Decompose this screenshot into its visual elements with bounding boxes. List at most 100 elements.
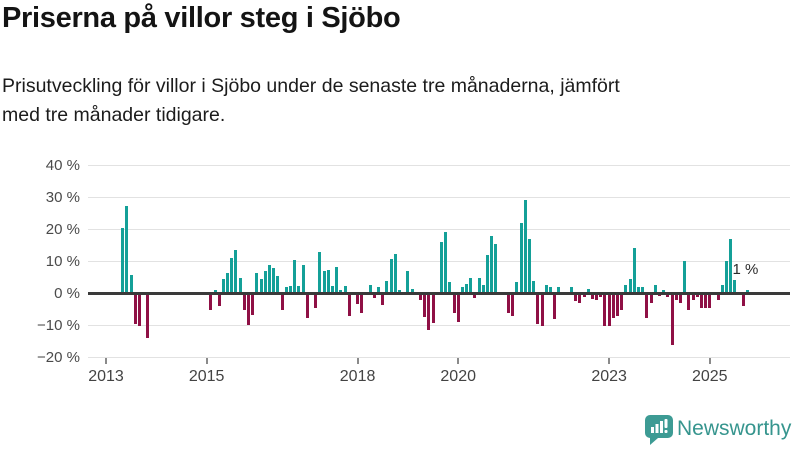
x-axis-tick-label: 2020 xyxy=(440,368,476,385)
x-axis-tick-label: 2013 xyxy=(88,368,124,385)
newsworthy-logo-icon xyxy=(644,413,674,450)
bar xyxy=(574,293,578,301)
bar xyxy=(439,241,443,294)
bar xyxy=(121,227,125,294)
bar xyxy=(247,293,251,325)
bar xyxy=(330,286,334,294)
bar xyxy=(519,222,523,294)
bar xyxy=(339,290,343,294)
bar xyxy=(666,293,670,298)
bar xyxy=(284,287,288,294)
page-title: Priserna på villor steg i Sjöbo xyxy=(2,2,401,34)
bar xyxy=(691,293,695,301)
bar xyxy=(146,293,150,339)
bar xyxy=(645,293,649,319)
bar xyxy=(653,284,657,294)
bar xyxy=(410,288,414,294)
bar xyxy=(276,276,280,294)
bar xyxy=(695,293,699,298)
bar xyxy=(628,279,632,294)
bar xyxy=(729,239,733,294)
y-axis-tick-label: 0 % xyxy=(54,284,80,302)
gridline xyxy=(88,229,790,230)
bar xyxy=(381,293,385,306)
bar xyxy=(288,286,292,294)
bar xyxy=(553,293,557,320)
bar xyxy=(368,285,372,294)
bar xyxy=(741,293,745,307)
bar xyxy=(473,293,477,298)
bar xyxy=(544,284,548,294)
bar xyxy=(477,278,481,294)
bar xyxy=(511,293,515,317)
gridline xyxy=(88,325,790,326)
bar xyxy=(423,293,427,317)
bar xyxy=(607,293,611,327)
bar xyxy=(377,286,381,294)
bar xyxy=(263,271,267,294)
bar xyxy=(456,293,460,322)
bar xyxy=(674,293,678,301)
bar xyxy=(418,293,422,301)
x-axis-tick-label: 2025 xyxy=(691,368,728,385)
gridline xyxy=(88,165,790,166)
bar xyxy=(716,293,720,301)
bar xyxy=(670,293,674,346)
bar xyxy=(448,281,452,294)
subtitle-line-2: med tre månader tidigare. xyxy=(2,104,226,126)
bar xyxy=(662,289,666,294)
x-axis-tick xyxy=(205,358,208,364)
bar xyxy=(314,293,318,308)
bar xyxy=(318,252,322,294)
x-axis-tick xyxy=(356,358,359,364)
bar xyxy=(268,265,272,294)
bar xyxy=(213,290,217,294)
bar xyxy=(683,260,687,294)
x-axis-tick-label: 2023 xyxy=(591,368,627,385)
bar xyxy=(209,293,213,310)
bar xyxy=(599,293,603,298)
bar xyxy=(678,293,682,304)
y-axis-tick-label: −20 % xyxy=(37,348,80,366)
gridline xyxy=(88,261,790,262)
y-axis-tick-label: 40 % xyxy=(45,156,80,174)
bar xyxy=(133,293,137,324)
bar xyxy=(360,293,364,313)
bar xyxy=(251,293,255,315)
bar xyxy=(624,284,628,294)
bar xyxy=(515,281,519,294)
bar xyxy=(406,270,410,294)
bar xyxy=(586,288,590,294)
bar xyxy=(234,250,238,294)
y-axis-tick-label: 10 % xyxy=(45,252,80,270)
bar xyxy=(301,264,305,294)
bar xyxy=(725,261,729,294)
bar xyxy=(226,272,230,294)
bar xyxy=(372,293,376,299)
bar xyxy=(582,293,586,298)
bar xyxy=(238,277,242,294)
bar xyxy=(507,293,511,313)
bar xyxy=(620,293,624,311)
bar xyxy=(523,200,527,294)
bar xyxy=(649,293,653,304)
bar xyxy=(138,293,142,326)
bar xyxy=(322,271,326,294)
bar xyxy=(595,293,599,301)
bar xyxy=(720,285,724,294)
bar xyxy=(389,258,393,294)
y-axis-tick-label: 20 % xyxy=(45,220,80,238)
bar xyxy=(356,293,360,305)
bar xyxy=(452,293,456,313)
bar xyxy=(297,285,301,294)
bar xyxy=(699,293,703,308)
bar xyxy=(611,293,615,319)
bar xyxy=(293,259,297,294)
bar xyxy=(733,280,737,294)
bar xyxy=(427,293,431,331)
bar xyxy=(217,293,221,307)
bar xyxy=(708,293,712,308)
bar xyxy=(272,267,276,294)
bar xyxy=(637,286,640,294)
